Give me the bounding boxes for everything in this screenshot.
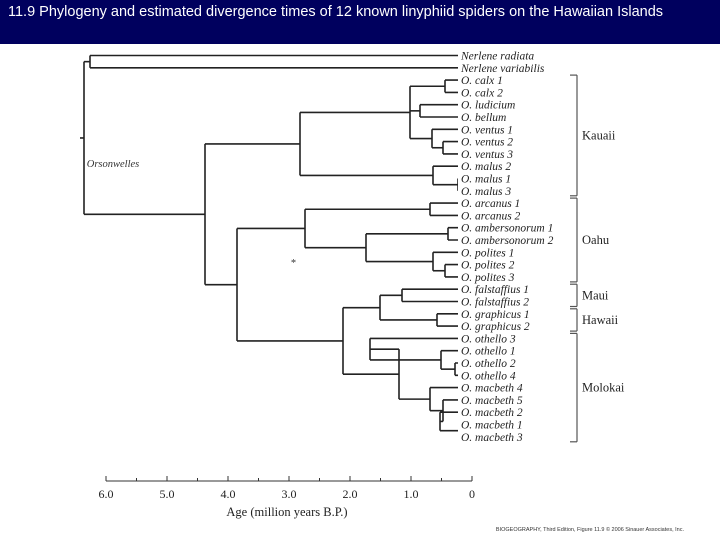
- tip-label: O. polites 2: [461, 260, 515, 272]
- axis-tick-label: 5.0: [160, 487, 175, 501]
- tip-label: O. malus 2: [461, 161, 511, 173]
- axis-tick-label: 0: [469, 487, 475, 501]
- tip-label: O. othello 4: [461, 370, 516, 382]
- tip-label: O. falstaffius 1: [461, 284, 529, 296]
- region-label-hawaii: Hawaii: [582, 313, 619, 327]
- tip-label: O. arcanus 2: [461, 210, 521, 222]
- region-label-oahu: Oahu: [582, 233, 610, 247]
- tip-label: O. ludicium: [461, 100, 515, 112]
- slide-title: 11.9 Phylogeny and estimated divergence …: [8, 4, 664, 20]
- tip-label: O. ventus 2: [461, 137, 513, 149]
- node-marker: *: [290, 258, 296, 269]
- tip-label: O. othello 2: [461, 358, 516, 370]
- outgroup-label: Orsonwelles: [87, 159, 140, 170]
- region-brackets: Kauaii Oahu Maui Hawaii Molokai: [570, 74, 625, 443]
- tip-label: O. graphicus 1: [461, 309, 530, 321]
- tree-branches: [80, 54, 472, 438]
- tip-label: O. calx 1: [461, 75, 503, 87]
- tip-label: O. malus 1: [461, 174, 511, 186]
- axis-tick-label: 1.0: [404, 487, 419, 501]
- tip-label: O. ventus 1: [461, 124, 513, 136]
- region-label-maui: Maui: [582, 288, 609, 302]
- tip-label: O. graphicus 2: [461, 321, 530, 333]
- axis-tick-label: 6.0: [99, 487, 114, 501]
- tip-label: O. macbeth 4: [461, 383, 523, 395]
- tip-label: O. polites 3: [461, 272, 515, 284]
- region-label-kauaii: Kauaii: [582, 128, 616, 142]
- axis-tick-label: 2.0: [343, 487, 358, 501]
- tip-label: Nerlene radiata: [460, 51, 534, 63]
- tip-label: O. ventus 3: [461, 149, 513, 161]
- tip-label: O. ambersonorum 1: [461, 223, 553, 235]
- tip-label: O. macbeth 2: [461, 407, 523, 419]
- tip-label: O. othello 3: [461, 333, 516, 345]
- tip-label: O. othello 1: [461, 346, 516, 358]
- tip-label: Nerlene variabilis: [460, 63, 545, 75]
- tip-label: O. arcanus 1: [461, 198, 520, 210]
- region-label-molokai: Molokai: [582, 381, 625, 395]
- tip-label: O. bellum: [461, 112, 506, 124]
- tip-label: O. macbeth 3: [461, 432, 523, 444]
- tip-label: O. ambersonorum 2: [461, 235, 554, 247]
- tip-label: O. macbeth 1: [461, 420, 523, 432]
- time-axis: 6.0 5.0 4.0 3.0 2.0 1.0 0: [99, 476, 475, 501]
- figure-credit: BIOGEOGRAPHY, Third Edition, Figure 11.9…: [496, 526, 685, 533]
- tip-label: O. falstaffius 2: [461, 297, 529, 309]
- axis-label: Age (million years B.P.): [226, 505, 347, 519]
- axis-tick-label: 3.0: [282, 487, 297, 501]
- tip-label: O. macbeth 5: [461, 395, 523, 407]
- tip-label: O. polites 1: [461, 247, 514, 259]
- axis-tick-label: 4.0: [221, 487, 236, 501]
- slide-title-bar: 11.9 Phylogeny and estimated divergence …: [0, 0, 720, 44]
- tip-label: O. calx 2: [461, 87, 503, 99]
- tip-label: O. malus 3: [461, 186, 511, 198]
